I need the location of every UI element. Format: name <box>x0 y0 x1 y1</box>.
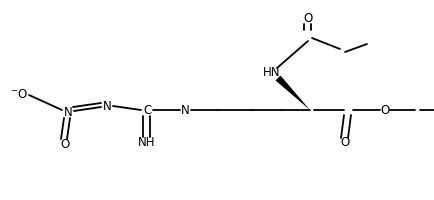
Text: O: O <box>303 11 312 24</box>
Text: N: N <box>102 99 112 112</box>
Text: HN: HN <box>263 66 281 79</box>
Text: N: N <box>181 104 189 116</box>
Text: NH: NH <box>138 136 156 150</box>
Text: C: C <box>143 104 151 116</box>
Text: O: O <box>60 138 69 152</box>
Text: O: O <box>380 104 390 116</box>
Text: $^{-}$O: $^{-}$O <box>10 88 28 102</box>
Text: O: O <box>340 136 350 150</box>
Text: N: N <box>64 106 72 118</box>
Polygon shape <box>276 76 310 110</box>
